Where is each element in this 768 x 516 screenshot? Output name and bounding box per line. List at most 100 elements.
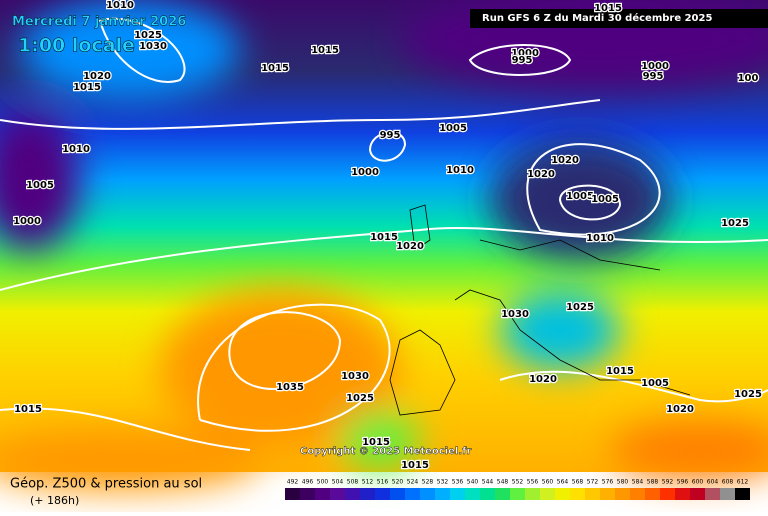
field-blobs <box>0 0 768 490</box>
isobar-label: 1020 <box>529 374 557 385</box>
scale-label: 536 <box>452 479 464 486</box>
isobar-label: 1015 <box>261 63 289 74</box>
scale-label: 524 <box>407 479 419 486</box>
isobar-label: 100 <box>738 73 759 84</box>
local-time: 1:00 locale <box>18 35 135 57</box>
scale-label: 492 <box>287 479 299 486</box>
isobar-label: 1020 <box>666 404 694 415</box>
isobar-label: 1015 <box>401 460 429 471</box>
scale-swatch <box>390 488 405 500</box>
scale-swatch <box>690 488 705 500</box>
scale-swatch <box>465 488 480 500</box>
scale-label: 600 <box>692 479 704 486</box>
isobar-label: 1015 <box>311 45 339 56</box>
isobar-label: 1015 <box>370 232 398 243</box>
scale-swatch <box>375 488 390 500</box>
scale-swatch <box>450 488 465 500</box>
scale-label: 552 <box>512 479 524 486</box>
isobar-label: 1020 <box>396 241 424 252</box>
scale-swatch <box>555 488 570 500</box>
scale-label: 528 <box>422 479 434 486</box>
scale-swatch <box>540 488 555 500</box>
isobar-label: 1005 <box>641 378 669 389</box>
scale-label: 592 <box>662 479 674 486</box>
isobar-label: 1015 <box>606 366 634 377</box>
isobar-label: 995 <box>643 71 664 82</box>
isobar-label: 995 <box>380 130 401 141</box>
scale-swatch <box>510 488 525 500</box>
scale-label: 588 <box>647 479 659 486</box>
isobar-label: 1005 <box>439 123 467 134</box>
scale-swatch <box>585 488 600 500</box>
isobar-label: 1025 <box>346 393 374 404</box>
scale-label: 520 <box>392 479 404 486</box>
isobar-label: 1030 <box>341 371 369 382</box>
run-label: Run GFS 6 Z du Mardi 30 décembre 2025 <box>482 12 712 24</box>
isobar-label: 1000 <box>641 61 669 72</box>
isobar-label: 1025 <box>734 389 762 400</box>
scale-label: 596 <box>677 479 689 486</box>
scale-label: 544 <box>482 479 494 486</box>
scale-label: 496 <box>302 479 314 486</box>
isobar-label: 1025 <box>134 30 162 41</box>
scale-label: 516 <box>377 479 389 486</box>
isobar-label: 1020 <box>83 71 111 82</box>
scale-swatch <box>420 488 435 500</box>
scale-label: 568 <box>572 479 584 486</box>
isobar-label: 1025 <box>566 302 594 313</box>
isobar-label: 1000 <box>13 216 41 227</box>
isobar-label: 1015 <box>73 82 101 93</box>
isobar-label: 1020 <box>527 169 555 180</box>
coastlines <box>389 204 691 416</box>
isobar-label: 1010 <box>62 144 90 155</box>
scale-swatch <box>285 488 300 500</box>
scale-swatch <box>675 488 690 500</box>
isobar-label: 1005 <box>591 194 619 205</box>
scale-label: 548 <box>497 479 509 486</box>
scale-label: 604 <box>707 479 719 486</box>
isobar-label: 1000 <box>511 48 539 59</box>
scale-label: 540 <box>467 479 479 486</box>
footer-lead: (+ 186h) <box>30 494 79 507</box>
scale-label: 500 <box>317 479 329 486</box>
scale-label: 508 <box>347 479 359 486</box>
scale-swatch <box>435 488 450 500</box>
scale-swatch <box>345 488 360 500</box>
scale-label: 608 <box>722 479 734 486</box>
isobar-label: 1000 <box>351 167 379 178</box>
scale-swatch <box>615 488 630 500</box>
scale-swatch <box>735 488 750 500</box>
scale-swatch <box>330 488 345 500</box>
scale-label: 556 <box>527 479 539 486</box>
isobar-label: 1035 <box>276 382 304 393</box>
isobar-label: 1015 <box>362 437 390 448</box>
isobar-label: 995 <box>512 55 533 66</box>
scale-swatch <box>720 488 735 500</box>
valid-date: Mercredi 7 janvier 2026 <box>12 15 186 30</box>
isobar-label: 1005 <box>26 180 54 191</box>
isobar-label: 1015 <box>14 404 42 415</box>
isobar-label: 1010 <box>106 0 134 11</box>
isobar-label: 1015 <box>594 3 622 14</box>
isobar-label: 1025 <box>721 218 749 229</box>
scale-label: 572 <box>587 479 599 486</box>
scale-swatch <box>645 488 660 500</box>
isobar-label: 1005 <box>566 191 594 202</box>
isobar-label: 1020 <box>551 155 579 166</box>
scale-label: 580 <box>617 479 629 486</box>
scale-swatch <box>660 488 675 500</box>
isobar-label: 1010 <box>446 165 474 176</box>
isobars <box>0 17 768 451</box>
scale-label: 532 <box>437 479 449 486</box>
scale-label: 512 <box>362 479 374 486</box>
scale-label: 584 <box>632 479 644 486</box>
scale-swatch <box>525 488 540 500</box>
scale-label: 504 <box>332 479 344 486</box>
scale-swatch <box>405 488 420 500</box>
scale-label: 560 <box>542 479 554 486</box>
isobar-label: 1010 <box>586 233 614 244</box>
copyright: Copyright © 2025 Meteociel.fr <box>300 446 471 457</box>
scale-swatch <box>630 488 645 500</box>
